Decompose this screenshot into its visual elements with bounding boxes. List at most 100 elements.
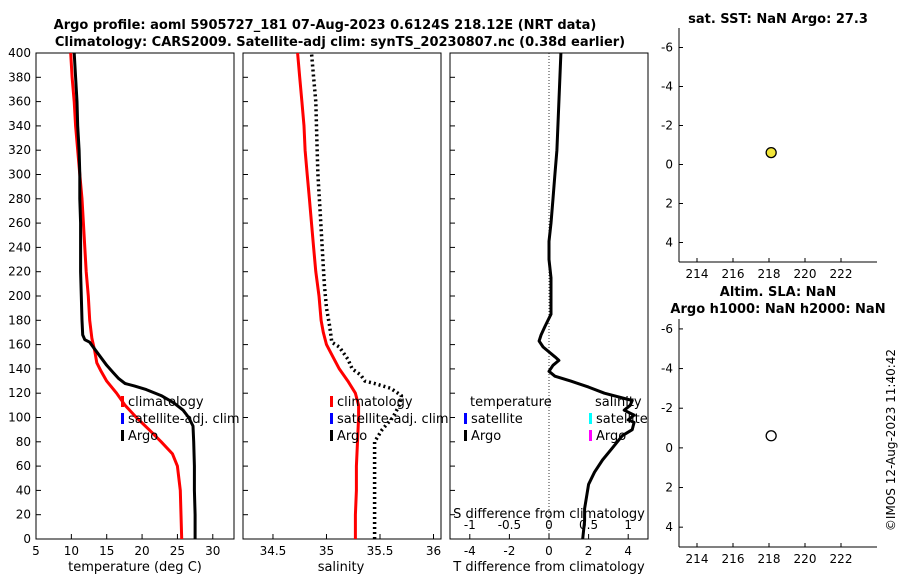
y-tick-label: -2	[661, 119, 673, 133]
diff-legend-t-satellite-swatch	[464, 413, 467, 424]
series-line-climatology	[296, 52, 361, 539]
altimetry-title-line2: Argo h1000: NaN h2000: NaN	[670, 302, 885, 317]
y-tick-label: 320	[8, 143, 31, 157]
altimetry-title-line1: Altim. SLA: NaN	[720, 285, 836, 300]
sst-data-point	[765, 146, 777, 159]
y-tick-label: 4	[665, 520, 673, 534]
temperature-legend-0-swatch	[121, 396, 124, 407]
y-tick-label: 200	[8, 289, 31, 303]
x-top-tick-label: -0.5	[498, 518, 521, 532]
y-tick-label: 80	[16, 435, 31, 449]
y-tick-label: -6	[661, 41, 673, 55]
y-tick-label: 40	[16, 483, 31, 497]
x-tick-label: 35	[319, 544, 334, 558]
salinity-legend-1-swatch	[330, 413, 333, 424]
x-tick-label: 222	[830, 552, 853, 566]
y-tick-label: 2	[665, 481, 673, 495]
y-tick-label: 180	[8, 313, 31, 327]
y-tick-label: -2	[661, 401, 673, 415]
y-tick-label: 100	[8, 411, 31, 425]
x-tick-label: 222	[830, 267, 853, 281]
x-tick-label: 214	[686, 267, 709, 281]
y-tick-label: 0	[665, 441, 673, 455]
x-tick-label: 25	[170, 544, 185, 558]
y-tick-label: 160	[8, 338, 31, 352]
y-tick-label: -4	[661, 362, 673, 376]
temperature-legend-2-label: Argo	[128, 429, 158, 444]
y-tick-label: 260	[8, 216, 31, 230]
salinity-legend-0-label: climatology	[337, 395, 413, 410]
temperature-legend-2-swatch	[121, 430, 124, 441]
y-tick-label: 360	[8, 95, 31, 109]
temperature-legend-0-label: climatology	[128, 395, 204, 410]
series-line-argo	[72, 52, 197, 539]
y-tick-label: 0	[665, 158, 673, 172]
x-tick-label: 4	[624, 544, 632, 558]
series-line-t-difference	[537, 52, 636, 540]
x-tick-label: -2	[503, 544, 515, 558]
salinity-legend-1-label: satellite-adj. clim	[337, 412, 449, 427]
y-tick-label: 280	[8, 192, 31, 206]
x-tick-label: 15	[99, 544, 114, 558]
temperature-xlabel: temperature (deg C)	[68, 560, 202, 575]
legend-salinity-title: salinity	[595, 395, 642, 410]
y-tick-label: 4	[665, 236, 673, 250]
diff-legend-t-argo-swatch	[464, 430, 467, 441]
x-tick-label: 218	[758, 552, 781, 566]
diff-legend-t-argo-label: Argo	[471, 429, 501, 444]
legend-temperature-title: temperature	[470, 395, 552, 410]
x-tick-label: 30	[205, 544, 220, 558]
sst-scatter-chart: 214 216 218 220 222 4 2 0 -2 -4 -6	[661, 28, 877, 281]
salinity-profile-chart: 34.5 35 35.5 36 climatology satellite-adj. cl…	[242, 52, 449, 558]
altimetry-scatter-chart: 214 216 218 220 222 4 2 0 -2 -4 -6	[661, 319, 877, 566]
y-tick-label: 0	[23, 532, 31, 546]
x-tick-label: 5	[32, 544, 40, 558]
y-tick-label: 400	[8, 46, 31, 60]
series-line-climatology	[69, 52, 184, 540]
y-tick-label: -4	[661, 80, 673, 94]
diff-legend-s-argo-label: Argo	[596, 429, 626, 444]
difference-xlabel-top: S difference from climatology	[453, 507, 645, 522]
diff-legend-s-satellite-label: satellite	[596, 412, 648, 427]
x-tick-label: -4	[464, 544, 476, 558]
y-tick-label: 300	[8, 168, 31, 182]
y-tick-label: 220	[8, 265, 31, 279]
figure-title-line2: Climatology: CARS2009. Satellite-adj cli…	[55, 35, 625, 50]
x-tick-label: 10	[64, 544, 79, 558]
series-line-argo	[309, 52, 404, 539]
salinity-xlabel: salinity	[318, 560, 365, 575]
temperature-legend-1-swatch	[121, 413, 124, 424]
salinity-legend-2-swatch	[330, 430, 333, 441]
temperature-legend-1-label: satellite-adj. clim	[128, 412, 240, 427]
diff-legend-s-argo-swatch	[589, 430, 592, 441]
diff-legend-s-satellite-swatch	[589, 413, 592, 424]
salinity-legend-0-swatch	[330, 396, 333, 407]
y-tick-label: 20	[16, 508, 31, 522]
y-tick-label: 60	[16, 459, 31, 473]
salinity-legend-2-label: Argo	[337, 429, 367, 444]
x-tick-label: 220	[794, 267, 817, 281]
temperature-axes-frame	[35, 52, 235, 540]
x-tick-label: 2	[585, 544, 593, 558]
x-tick-label: 214	[686, 552, 709, 566]
temperature-profile-chart: 5 10 15 20 25 3002040608010012014016018020022…	[8, 46, 240, 558]
x-tick-label: 220	[794, 552, 817, 566]
y-tick-label: 140	[8, 362, 31, 376]
salinity-axes-frame	[242, 52, 442, 540]
y-tick-label: -6	[661, 322, 673, 336]
y-tick-label: 380	[8, 70, 31, 84]
x-tick-label: 34.5	[260, 544, 287, 558]
y-tick-label: 2	[665, 197, 673, 211]
x-top-tick-label: -1	[464, 518, 476, 532]
y-tick-label: 120	[8, 386, 31, 400]
difference-xlabel: T difference from climatology	[452, 560, 645, 575]
x-tick-label: 35.5	[367, 544, 394, 558]
sst-title: sat. SST: NaN Argo: 27.3	[688, 12, 868, 27]
altimetry-data-point	[765, 430, 777, 442]
x-tick-label: 36	[426, 544, 441, 558]
imos-watermark: ©IMOS 12-Aug-2023 11:40:42	[884, 349, 898, 531]
x-tick-label: 218	[758, 267, 781, 281]
x-top-tick-label: 1	[624, 518, 632, 532]
